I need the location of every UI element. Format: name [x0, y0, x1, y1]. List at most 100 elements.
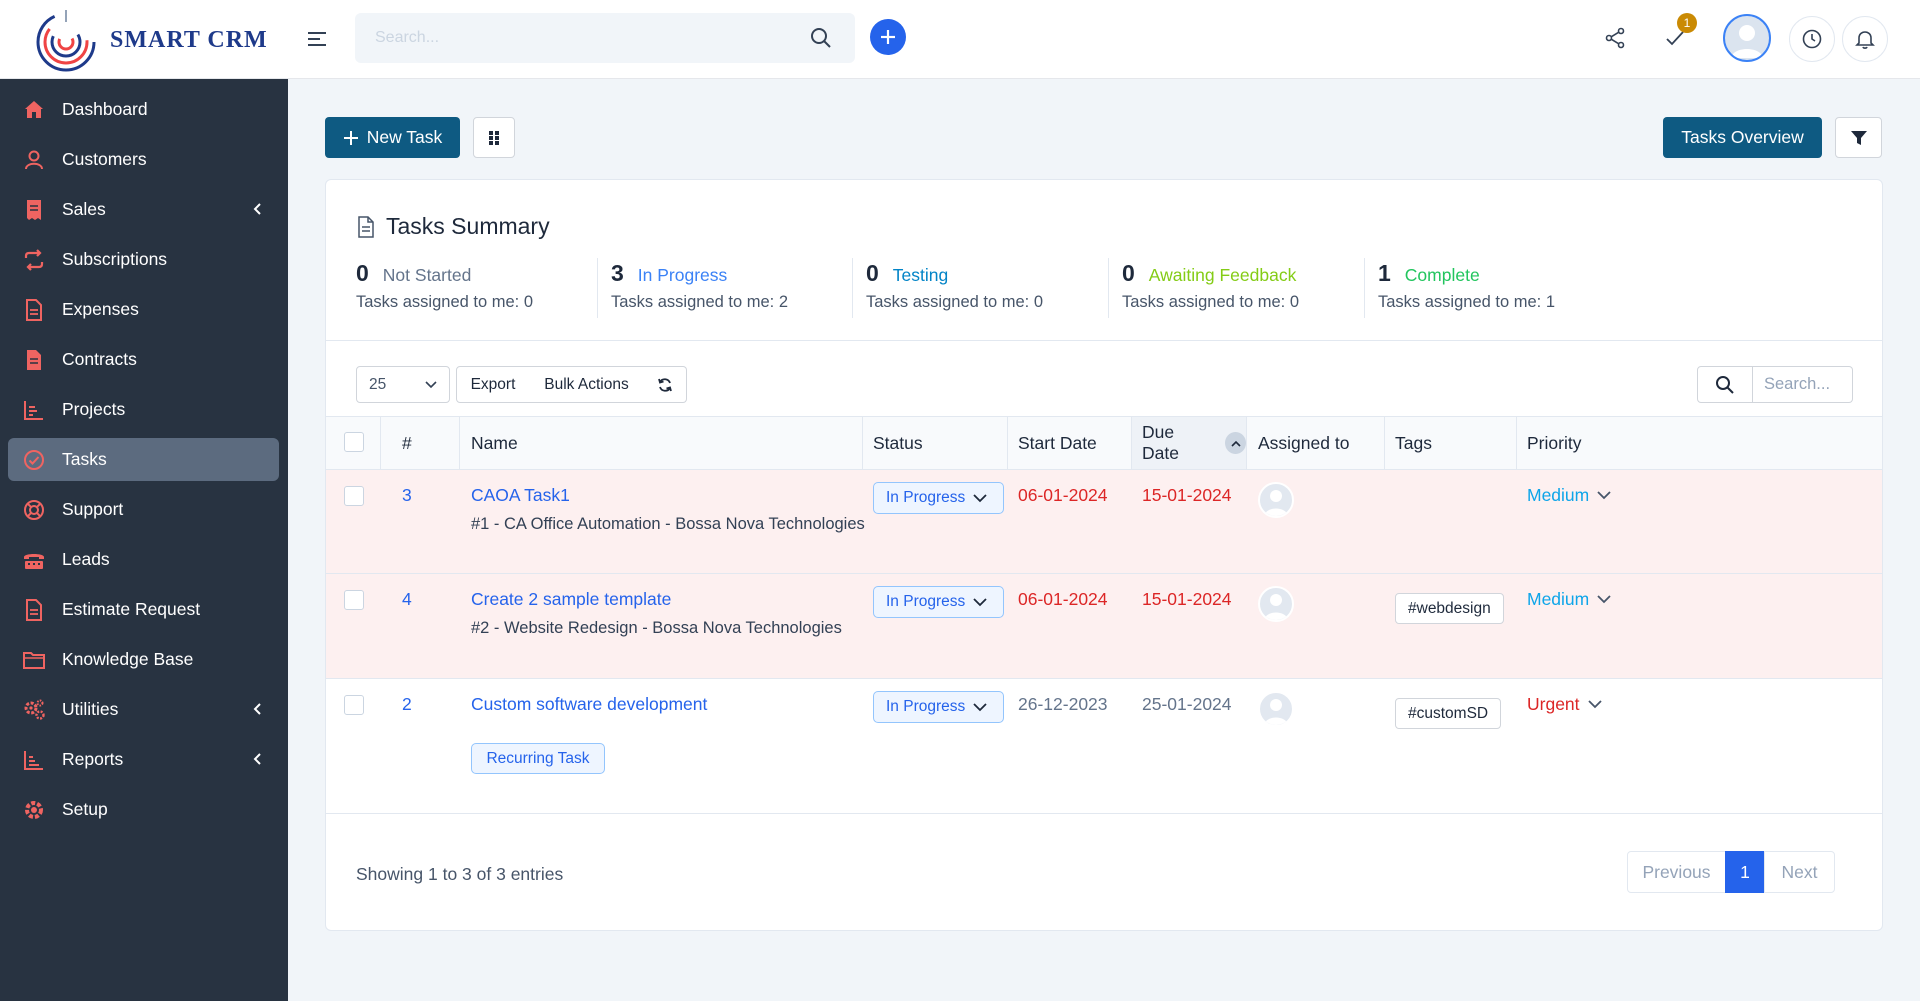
new-task-button[interactable]: New Task	[325, 117, 460, 158]
table-search-input[interactable]	[1752, 367, 1852, 402]
task-name-link[interactable]: Create 2 sample template	[471, 589, 672, 609]
summary-stat-in-progress[interactable]: 3 In Progress Tasks assigned to me: 2	[611, 260, 788, 320]
select-all-checkbox[interactable]	[344, 432, 364, 452]
assignee-avatar[interactable]	[1258, 586, 1294, 622]
priority-dropdown[interactable]: Medium	[1527, 485, 1611, 506]
sidebar-item-knowledge-base[interactable]: Knowledge Base	[8, 638, 279, 681]
table-search-button[interactable]	[1697, 366, 1753, 403]
sidebar-item-label: Estimate Request	[62, 599, 201, 619]
global-search-input[interactable]	[355, 13, 855, 63]
status-label: In Progress	[886, 593, 966, 610]
sidebar-item-projects[interactable]: Projects	[8, 388, 279, 431]
sidebar-item-sales[interactable]: Sales	[8, 188, 279, 231]
column-header-status[interactable]: Status	[873, 432, 923, 453]
summary-stat-testing[interactable]: 0 Testing Tasks assigned to me: 0	[866, 260, 1043, 320]
assignee-avatar[interactable]	[1258, 482, 1294, 518]
notifications-button[interactable]	[1842, 16, 1888, 62]
summary-stat-count: 0	[1122, 260, 1135, 286]
priority-dropdown[interactable]: Medium	[1527, 589, 1611, 610]
sidebar-item-label: Dashboard	[62, 99, 148, 119]
task-related-to[interactable]: #2 - Website Redesign - Bossa Nova Techn…	[471, 619, 842, 637]
column-header-tags[interactable]: Tags	[1395, 432, 1432, 453]
user-avatar[interactable]	[1723, 14, 1771, 62]
summary-stat-label: Complete	[1404, 265, 1480, 285]
sidebar-item-subscriptions[interactable]: Subscriptions	[8, 238, 279, 281]
row-checkbox[interactable]	[344, 695, 364, 715]
sidebar-item-reports[interactable]: Reports	[8, 738, 279, 781]
sidebar-item-label: Projects	[62, 399, 126, 419]
sidebar-item-contracts[interactable]: Contracts	[8, 338, 279, 381]
column-header-name[interactable]: Name	[471, 432, 518, 453]
table-search	[1752, 366, 1853, 403]
reload-button[interactable]	[644, 366, 687, 403]
bulk-actions-button[interactable]: Bulk Actions	[529, 366, 645, 403]
task-id-link[interactable]: 4	[402, 589, 412, 609]
task-name-link[interactable]: CAOA Task1	[471, 485, 570, 505]
menu-toggle-icon[interactable]	[306, 28, 328, 50]
summary-divider	[852, 258, 853, 318]
task-related-to[interactable]: #1 - CA Office Automation - Bossa Nova T…	[471, 515, 865, 533]
quick-add-button[interactable]	[870, 19, 906, 55]
column-separator	[1007, 417, 1008, 469]
logo[interactable]: SMART CRM	[26, 4, 274, 76]
priority-label: Urgent	[1527, 694, 1580, 714]
sidebar-item-label: Reports	[62, 749, 124, 769]
filter-button[interactable]	[1835, 117, 1882, 158]
summary-stat-complete[interactable]: 1 Complete Tasks assigned to me: 1	[1378, 260, 1555, 320]
summary-stat-awaiting-feedback[interactable]: 0 Awaiting Feedback Tasks assigned to me: …	[1122, 260, 1299, 320]
chevron-down-icon	[425, 380, 437, 388]
my-tasks-button[interactable]	[1655, 18, 1695, 58]
task-name-link[interactable]: Custom software development	[471, 694, 708, 714]
task-id-link[interactable]: 3	[402, 485, 412, 505]
assignee-avatar[interactable]	[1258, 691, 1294, 727]
row-checkbox[interactable]	[344, 486, 364, 506]
sidebar-item-label: Utilities	[62, 699, 119, 719]
sidebar: Dashboard Customers Sales Subscriptions Expe…	[0, 79, 288, 1001]
sidebar-item-label: Leads	[62, 549, 110, 569]
column-header-due-date[interactable]: Due Date	[1132, 417, 1246, 469]
page-length-select[interactable]: 25	[356, 366, 450, 403]
row-checkbox[interactable]	[344, 590, 364, 610]
export-button[interactable]: Export	[456, 366, 530, 403]
summary-divider	[1364, 258, 1365, 318]
sidebar-item-tasks[interactable]: Tasks	[8, 438, 279, 481]
sidebar-item-expenses[interactable]: Expenses	[8, 288, 279, 331]
status-dropdown[interactable]: In Progress	[873, 691, 1004, 723]
search-icon[interactable]	[809, 26, 833, 50]
timesheet-button[interactable]	[1789, 16, 1835, 62]
sidebar-item-customers[interactable]: Customers	[8, 138, 279, 181]
sidebar-item-estimate-request[interactable]: Estimate Request	[8, 588, 279, 631]
share-button[interactable]	[1595, 18, 1635, 58]
column-header-priority[interactable]: Priority	[1527, 432, 1582, 453]
pagination-page-1[interactable]: 1	[1725, 851, 1765, 893]
table-row: 2 Custom software development Recurring Ta…	[326, 679, 1882, 814]
summary-stat-assigned: Tasks assigned to me: 2	[611, 293, 789, 311]
column-header-assigned[interactable]: Assigned to	[1258, 432, 1350, 453]
chevron-down-icon	[973, 702, 987, 711]
top-header: SMART CRM 1	[0, 0, 1920, 79]
pagination-next[interactable]: Next	[1764, 851, 1835, 893]
status-dropdown[interactable]: In Progress	[873, 586, 1004, 618]
column-header-id[interactable]: #	[402, 432, 412, 453]
kanban-view-button[interactable]	[473, 117, 515, 158]
repeat-icon	[20, 246, 48, 274]
tasks-overview-button[interactable]: Tasks Overview	[1663, 117, 1822, 158]
sidebar-item-label: Customers	[62, 149, 147, 169]
priority-dropdown[interactable]: Urgent	[1527, 694, 1602, 715]
sidebar-item-utilities[interactable]: Utilities	[8, 688, 279, 731]
search-icon	[1716, 375, 1734, 394]
sidebar-item-label: Tasks	[62, 449, 107, 469]
task-id-link[interactable]: 2	[402, 694, 412, 714]
summary-stat-count: 3	[611, 260, 624, 286]
pagination-previous[interactable]: Previous	[1627, 851, 1726, 893]
sidebar-item-setup[interactable]: Setup	[8, 788, 279, 831]
summary-stat-not-started[interactable]: 0 Not Started Tasks assigned to me: 0	[356, 260, 533, 320]
lifebuoy-icon	[20, 496, 48, 524]
summary-stat-label: Testing	[892, 265, 949, 285]
sidebar-item-support[interactable]: Support	[8, 488, 279, 531]
sort-asc-icon[interactable]	[1225, 432, 1246, 454]
status-dropdown[interactable]: In Progress	[873, 482, 1004, 514]
sidebar-item-leads[interactable]: Leads	[8, 538, 279, 581]
column-header-start-date[interactable]: Start Date	[1018, 432, 1097, 453]
sidebar-item-dashboard[interactable]: Dashboard	[8, 88, 279, 131]
